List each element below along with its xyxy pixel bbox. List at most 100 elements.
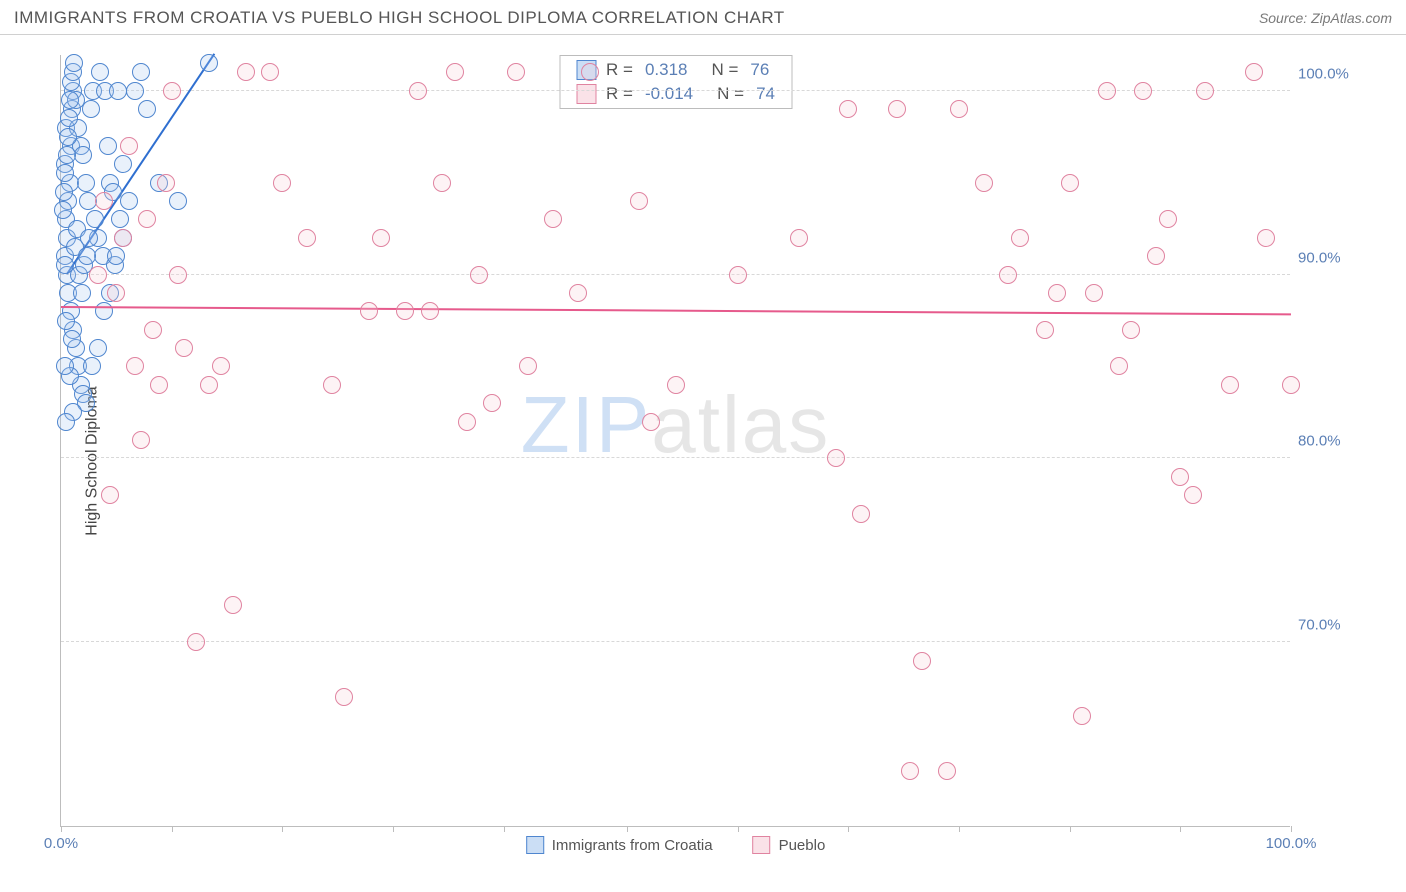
scatter-point xyxy=(237,63,255,81)
scatter-point xyxy=(56,357,74,375)
scatter-point xyxy=(74,146,92,164)
x-tick xyxy=(959,826,960,832)
scatter-point xyxy=(65,54,83,72)
scatter-point xyxy=(212,357,230,375)
scatter-point xyxy=(83,357,101,375)
scatter-point xyxy=(80,229,98,247)
y-tick-label: 70.0% xyxy=(1298,617,1368,634)
legend-swatch xyxy=(753,836,771,854)
stat-n-label: N = xyxy=(711,60,738,80)
scatter-point xyxy=(446,63,464,81)
x-tick xyxy=(61,826,62,832)
scatter-point xyxy=(1011,229,1029,247)
scatter-point xyxy=(89,266,107,284)
chart-title: IMMIGRANTS FROM CROATIA VS PUEBLO HIGH S… xyxy=(14,8,785,28)
scatter-point xyxy=(61,91,79,109)
scatter-point xyxy=(1048,284,1066,302)
scatter-point xyxy=(187,633,205,651)
scatter-point xyxy=(273,174,291,192)
scatter-point xyxy=(101,486,119,504)
scatter-point xyxy=(298,229,316,247)
scatter-point xyxy=(827,449,845,467)
scatter-point xyxy=(507,63,525,81)
scatter-point xyxy=(120,192,138,210)
scatter-point xyxy=(132,63,150,81)
scatter-point xyxy=(630,192,648,210)
scatter-point xyxy=(163,82,181,100)
stats-row: R =-0.014N =74 xyxy=(560,82,791,106)
scatter-point xyxy=(1147,247,1165,265)
scatter-point xyxy=(144,321,162,339)
scatter-point xyxy=(111,210,129,228)
scatter-point xyxy=(95,302,113,320)
scatter-point xyxy=(89,339,107,357)
scatter-point xyxy=(950,100,968,118)
scatter-point xyxy=(57,413,75,431)
legend-label: Pueblo xyxy=(779,837,826,854)
scatter-point xyxy=(77,174,95,192)
stat-r-value: 0.318 xyxy=(645,60,688,80)
stat-r-value: -0.014 xyxy=(645,84,693,104)
scatter-point xyxy=(667,376,685,394)
scatter-point xyxy=(107,284,125,302)
watermark-zip: ZIP xyxy=(521,380,651,469)
scatter-point xyxy=(1110,357,1128,375)
scatter-point xyxy=(95,192,113,210)
scatter-point xyxy=(56,256,74,274)
stats-legend-box: R =0.318N =76R =-0.014N =74 xyxy=(559,55,792,109)
scatter-point xyxy=(157,174,175,192)
gridline-h xyxy=(61,457,1290,458)
gridline-h xyxy=(61,274,1290,275)
scatter-point xyxy=(60,109,78,127)
scatter-point xyxy=(1073,707,1091,725)
scatter-point xyxy=(99,137,117,155)
plot-area: ZIPatlas R =0.318N =76R =-0.014N =74 Imm… xyxy=(60,55,1290,827)
scatter-point xyxy=(839,100,857,118)
x-tick xyxy=(738,826,739,832)
scatter-point xyxy=(169,266,187,284)
y-tick-label: 90.0% xyxy=(1298,249,1368,266)
scatter-point xyxy=(1171,468,1189,486)
scatter-point xyxy=(56,164,74,182)
y-tick-label: 80.0% xyxy=(1298,433,1368,450)
scatter-point xyxy=(126,357,144,375)
x-tick-label: 100.0% xyxy=(1266,835,1317,852)
x-tick xyxy=(1180,826,1181,832)
scatter-point xyxy=(569,284,587,302)
scatter-point xyxy=(421,302,439,320)
scatter-point xyxy=(433,174,451,192)
scatter-point xyxy=(138,210,156,228)
legend-item: Immigrants from Croatia xyxy=(526,836,713,854)
scatter-point xyxy=(175,339,193,357)
scatter-point xyxy=(150,376,168,394)
scatter-point xyxy=(1098,82,1116,100)
scatter-point xyxy=(138,100,156,118)
legend-swatch xyxy=(576,84,596,104)
scatter-point xyxy=(1159,210,1177,228)
scatter-point xyxy=(59,128,77,146)
x-tick xyxy=(627,826,628,832)
scatter-point xyxy=(120,137,138,155)
scatter-point xyxy=(1085,284,1103,302)
scatter-point xyxy=(790,229,808,247)
source-label: Source: ZipAtlas.com xyxy=(1259,10,1392,26)
scatter-point xyxy=(975,174,993,192)
scatter-point xyxy=(132,431,150,449)
scatter-point xyxy=(1122,321,1140,339)
x-tick-label: 0.0% xyxy=(44,835,78,852)
x-tick xyxy=(1070,826,1071,832)
scatter-point xyxy=(63,330,81,348)
scatter-point xyxy=(126,82,144,100)
scatter-point xyxy=(470,266,488,284)
x-tick xyxy=(393,826,394,832)
chart-wrap: High School Diploma ZIPatlas R =0.318N =… xyxy=(0,35,1406,887)
scatter-point xyxy=(729,266,747,284)
scatter-point xyxy=(261,63,279,81)
x-tick xyxy=(172,826,173,832)
scatter-point xyxy=(323,376,341,394)
scatter-point xyxy=(483,394,501,412)
stat-n-value: 74 xyxy=(756,84,775,104)
legend-item: Pueblo xyxy=(753,836,826,854)
scatter-point xyxy=(852,505,870,523)
scatter-point xyxy=(901,762,919,780)
